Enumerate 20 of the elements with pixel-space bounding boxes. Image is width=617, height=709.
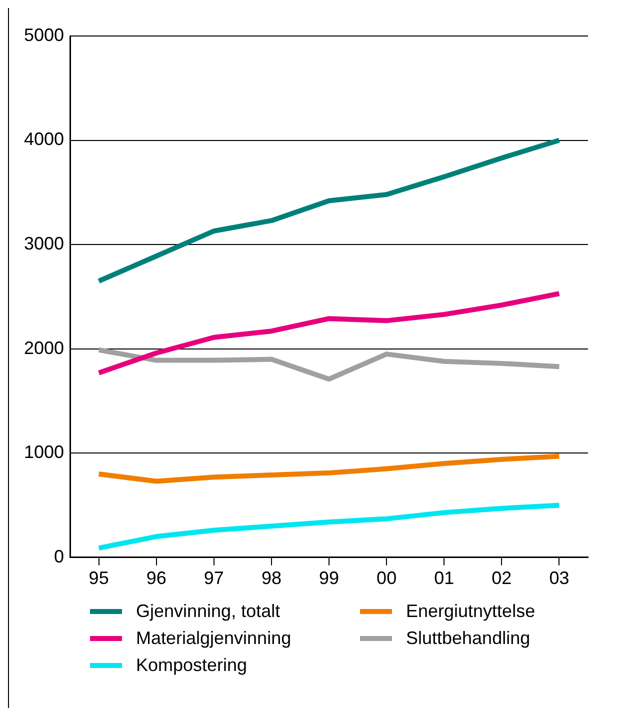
x-tick-label: 03 <box>549 568 570 588</box>
y-tick-label: 3000 <box>24 234 64 254</box>
x-tick-label: 02 <box>492 568 512 588</box>
x-tick-label: 00 <box>376 568 397 588</box>
legend-label: Energiutnyttelse <box>406 601 536 622</box>
x-tick-label: 96 <box>146 568 166 588</box>
x-tick-label: 95 <box>88 568 109 588</box>
y-tick-label: 1000 <box>24 442 64 462</box>
legend-label: Kompostering <box>136 655 248 676</box>
y-tick-label: 5000 <box>24 24 64 45</box>
y-tick-label: 4000 <box>24 129 64 150</box>
x-tick-label: 01 <box>434 568 454 588</box>
legend-label: Sluttbehandling <box>406 628 530 649</box>
legend-label: Gjenvinning, totalt <box>136 601 280 622</box>
y-tick-label: 2000 <box>24 338 64 358</box>
y-tick-label: 0 <box>54 546 64 566</box>
x-tick-label: 99 <box>319 568 340 588</box>
x-tick-label: 97 <box>204 568 224 588</box>
x-tick-label: 98 <box>261 568 282 588</box>
legend-label: Materialgjenvinning <box>136 628 292 649</box>
